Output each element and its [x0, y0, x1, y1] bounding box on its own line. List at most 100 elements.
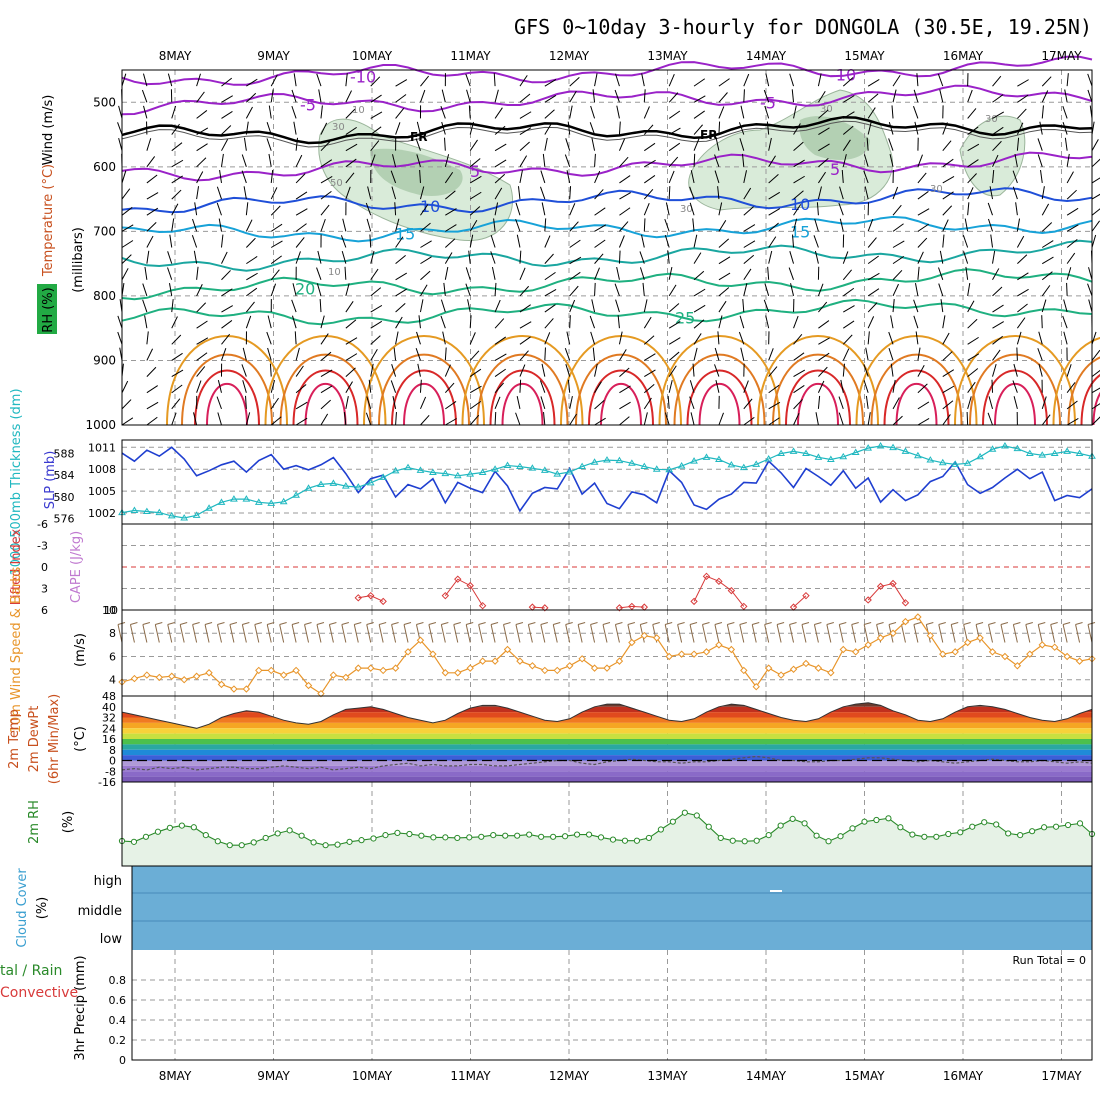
wind-barb [992, 321, 1004, 329]
surface-wind-barb-flag [652, 622, 660, 626]
wind-speed-marker [827, 669, 835, 677]
wind-barb [1042, 256, 1054, 265]
wind-barb [992, 335, 1003, 345]
rh-marker [765, 832, 772, 839]
rh-marker [885, 815, 892, 822]
wind-barb [171, 369, 184, 378]
wind-barb [544, 332, 551, 345]
rh-marker [753, 837, 760, 844]
surface-wind-barb [826, 624, 832, 643]
wind-barb [569, 105, 573, 119]
wind-barb [743, 398, 753, 410]
surface-wind-barb-flag [702, 622, 710, 626]
wind-barb [196, 110, 208, 119]
wind-barb [395, 254, 406, 265]
surface-wind-barb-flag [304, 622, 312, 626]
wind-barb [395, 107, 405, 119]
wind-barb [768, 384, 780, 394]
wind-barb [1066, 189, 1077, 200]
wind-speed-marker [789, 665, 798, 673]
rh-marker [813, 832, 820, 839]
surface-wind-barb [1062, 624, 1068, 643]
surface-wind-barb [602, 624, 608, 643]
wind-speed-marker [503, 645, 512, 654]
temperature-band [122, 771, 1092, 777]
wind-barb [318, 89, 322, 103]
wind-barb [768, 236, 777, 248]
temperature-band [122, 765, 1092, 772]
rh-marker [550, 833, 557, 840]
thickness-marker [416, 466, 425, 473]
wind-barb [370, 320, 383, 329]
wind-barb [144, 315, 148, 329]
wind-barb [366, 396, 372, 410]
wind-barb [643, 335, 655, 345]
wind-barb [1091, 234, 1097, 248]
wind-barb [1013, 363, 1018, 377]
wind-barb [1017, 303, 1028, 313]
surface-wind-barb-flag [776, 622, 785, 626]
wind-barb [196, 352, 208, 361]
wind-barb [743, 416, 755, 426]
wind-barb [843, 95, 855, 103]
wind-barb [540, 170, 546, 184]
surface-wind-barb [1012, 624, 1018, 643]
rh-marker [430, 834, 437, 841]
wind-barb [817, 73, 822, 87]
wind-barb [1066, 364, 1072, 377]
wind-barb [992, 363, 997, 377]
wind-barb [445, 401, 457, 410]
wind-speed-marker [814, 664, 823, 672]
rh-marker [849, 825, 856, 832]
contour-label: 25 [675, 309, 695, 328]
thickness-marker [739, 463, 748, 471]
wind-barb [343, 412, 347, 426]
wind-barb [221, 95, 233, 103]
wind-barb [494, 107, 503, 119]
warm-contour [883, 369, 950, 426]
rh-marker [418, 832, 425, 839]
wind-barb [345, 143, 358, 152]
rh-contour-label: 10 [352, 105, 365, 116]
wind-barb [842, 125, 854, 135]
wind-barb [888, 331, 894, 345]
wind-speed-marker [665, 652, 673, 661]
wind-barb [668, 142, 681, 152]
wind-barb [420, 270, 431, 281]
wind-barb [594, 282, 596, 296]
wind-barb [1091, 158, 1100, 168]
wind-barb [142, 283, 148, 297]
warm-contour [1092, 392, 1100, 426]
wind-barb [743, 224, 756, 232]
wind-barb [793, 159, 805, 168]
wind-barb [444, 137, 446, 151]
date-label-top: 11MAY [450, 49, 491, 63]
wind-barb [320, 369, 333, 378]
surface-wind-barb-flag [752, 622, 760, 626]
thickness-marker [603, 456, 611, 463]
wind-barb [515, 218, 521, 232]
tick-label-li: 0 [41, 561, 48, 574]
wind-barb [839, 218, 844, 232]
wind-barb [565, 364, 571, 377]
wind-barb [1016, 122, 1024, 135]
wind-barb [817, 90, 826, 103]
wind-barb [541, 363, 546, 377]
wind-speed-marker [1026, 650, 1034, 658]
wind-barb [718, 238, 730, 248]
rh-marker [286, 827, 293, 834]
wind-barb [146, 366, 157, 377]
wind-barb [270, 255, 282, 265]
surface-wind-barb-flag [988, 622, 996, 626]
thickness-marker [391, 466, 400, 474]
wind-speed-marker [192, 672, 201, 680]
cloud-level-label: high [94, 874, 122, 889]
wind-barb [917, 237, 928, 248]
wind-barb [594, 224, 607, 232]
surface-wind-barb [366, 624, 372, 643]
wind-barb [441, 121, 446, 135]
warm-contour [264, 335, 387, 426]
warm-contour [855, 335, 978, 426]
wind-barb [1062, 122, 1068, 135]
